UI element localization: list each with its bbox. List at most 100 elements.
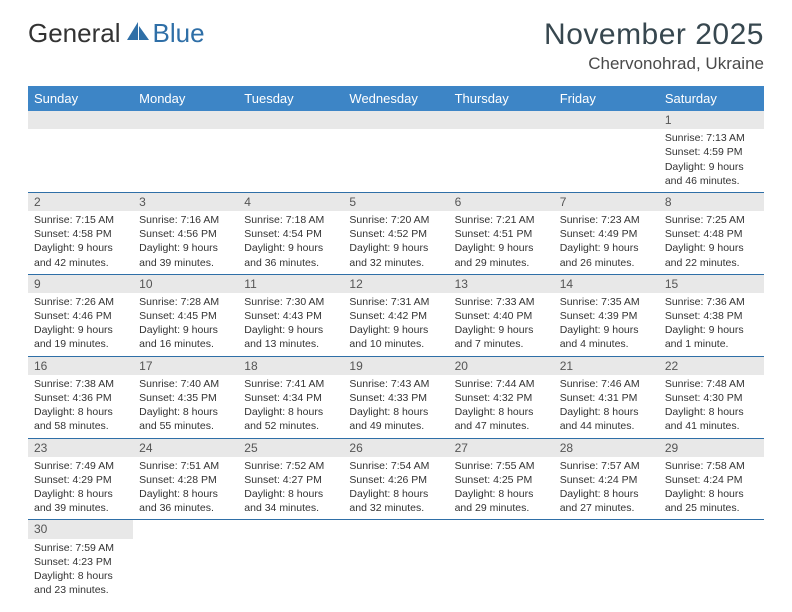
sunrise-text: Sunrise: 7:18 AM: [244, 213, 337, 227]
daylight-text: Daylight: 9 hours and 13 minutes.: [244, 323, 337, 351]
day-body: Sunrise: 7:46 AMSunset: 4:31 PMDaylight:…: [554, 375, 659, 438]
day-body: Sunrise: 7:54 AMSunset: 4:26 PMDaylight:…: [343, 457, 448, 520]
sunset-text: Sunset: 4:42 PM: [349, 309, 442, 323]
sunrise-text: Sunrise: 7:26 AM: [34, 295, 127, 309]
sunrise-text: Sunrise: 7:31 AM: [349, 295, 442, 309]
calendar-cell: 26Sunrise: 7:54 AMSunset: 4:26 PMDayligh…: [343, 438, 448, 520]
calendar-cell: [659, 520, 764, 601]
calendar-cell: 30Sunrise: 7:59 AMSunset: 4:23 PMDayligh…: [28, 520, 133, 601]
calendar-week: 2Sunrise: 7:15 AMSunset: 4:58 PMDaylight…: [28, 192, 764, 274]
day-number: 28: [554, 439, 659, 457]
calendar-cell: [133, 111, 238, 192]
day-number: 8: [659, 193, 764, 211]
daylight-text: Daylight: 8 hours and 41 minutes.: [665, 405, 758, 433]
day-body: Sunrise: 7:59 AMSunset: 4:23 PMDaylight:…: [28, 539, 133, 602]
day-body: Sunrise: 7:51 AMSunset: 4:28 PMDaylight:…: [133, 457, 238, 520]
calendar-cell: 15Sunrise: 7:36 AMSunset: 4:38 PMDayligh…: [659, 274, 764, 356]
calendar-cell: [449, 520, 554, 601]
day-number: 27: [449, 439, 554, 457]
sunset-text: Sunset: 4:51 PM: [455, 227, 548, 241]
sunset-text: Sunset: 4:40 PM: [455, 309, 548, 323]
day-number-bar: [133, 111, 238, 129]
day-body: Sunrise: 7:57 AMSunset: 4:24 PMDaylight:…: [554, 457, 659, 520]
calendar-cell: 7Sunrise: 7:23 AMSunset: 4:49 PMDaylight…: [554, 192, 659, 274]
calendar-cell: 23Sunrise: 7:49 AMSunset: 4:29 PMDayligh…: [28, 438, 133, 520]
page-header: General Blue November 2025 Chervonohrad,…: [28, 18, 764, 74]
calendar-cell: 21Sunrise: 7:46 AMSunset: 4:31 PMDayligh…: [554, 356, 659, 438]
day-number: 25: [238, 439, 343, 457]
sunset-text: Sunset: 4:32 PM: [455, 391, 548, 405]
calendar-cell: 27 Sunrise: 7:55 AMSunset: 4:25 PMDayligh…: [449, 438, 554, 520]
day-number: 26: [343, 439, 448, 457]
daylight-text: Daylight: 8 hours and 25 minutes.: [665, 487, 758, 515]
sunset-text: Sunset: 4:45 PM: [139, 309, 232, 323]
sunrise-text: Sunrise: 7:55 AM: [455, 459, 548, 473]
day-number-bar: [238, 111, 343, 129]
sunset-text: Sunset: 4:33 PM: [349, 391, 442, 405]
calendar-cell: 18Sunrise: 7:41 AMSunset: 4:34 PMDayligh…: [238, 356, 343, 438]
daylight-text: Daylight: 8 hours and 44 minutes.: [560, 405, 653, 433]
day-body: Sunrise: 7:52 AMSunset: 4:27 PMDaylight:…: [238, 457, 343, 520]
sunset-text: Sunset: 4:52 PM: [349, 227, 442, 241]
calendar-week: 23Sunrise: 7:49 AMSunset: 4:29 PMDayligh…: [28, 438, 764, 520]
sunrise-text: Sunrise: 7:16 AM: [139, 213, 232, 227]
calendar-week: 30Sunrise: 7:59 AMSunset: 4:23 PMDayligh…: [28, 520, 764, 601]
day-body: Sunrise: 7:58 AMSunset: 4:24 PMDaylight:…: [659, 457, 764, 520]
day-body: Sunrise: 7:40 AMSunset: 4:35 PMDaylight:…: [133, 375, 238, 438]
daylight-text: Daylight: 8 hours and 36 minutes.: [139, 487, 232, 515]
day-number-bar: [449, 111, 554, 129]
day-number: 17: [133, 357, 238, 375]
day-body: Sunrise: 7:49 AMSunset: 4:29 PMDaylight:…: [28, 457, 133, 520]
sunrise-text: Sunrise: 7:40 AM: [139, 377, 232, 391]
day-body: Sunrise: 7:35 AMSunset: 4:39 PMDaylight:…: [554, 293, 659, 356]
sunset-text: Sunset: 4:34 PM: [244, 391, 337, 405]
day-body: Sunrise: 7:23 AMSunset: 4:49 PMDaylight:…: [554, 211, 659, 274]
brand-part2: Blue: [153, 18, 205, 49]
calendar-cell: 1Sunrise: 7:13 AMSunset: 4:59 PMDaylight…: [659, 111, 764, 192]
calendar-cell: 24Sunrise: 7:51 AMSunset: 4:28 PMDayligh…: [133, 438, 238, 520]
day-body: Sunrise: 7:33 AMSunset: 4:40 PMDaylight:…: [449, 293, 554, 356]
daylight-text: Daylight: 9 hours and 19 minutes.: [34, 323, 127, 351]
day-number: 22: [659, 357, 764, 375]
calendar-week: 16Sunrise: 7:38 AMSunset: 4:36 PMDayligh…: [28, 356, 764, 438]
day-body: Sunrise: 7:38 AMSunset: 4:36 PMDaylight:…: [28, 375, 133, 438]
sunset-text: Sunset: 4:58 PM: [34, 227, 127, 241]
day-number: 14: [554, 275, 659, 293]
sunrise-text: Sunrise: 7:33 AM: [455, 295, 548, 309]
day-body: Sunrise: 7:44 AMSunset: 4:32 PMDaylight:…: [449, 375, 554, 438]
day-header: Monday: [133, 86, 238, 111]
calendar-cell: [238, 111, 343, 192]
calendar-cell: 25Sunrise: 7:52 AMSunset: 4:27 PMDayligh…: [238, 438, 343, 520]
daylight-text: Daylight: 9 hours and 32 minutes.: [349, 241, 442, 269]
day-body: Sunrise: 7:25 AMSunset: 4:48 PMDaylight:…: [659, 211, 764, 274]
calendar-cell: [343, 520, 448, 601]
day-number-bar: [28, 111, 133, 129]
daylight-text: Daylight: 8 hours and 32 minutes.: [349, 487, 442, 515]
daylight-text: Daylight: 8 hours and 52 minutes.: [244, 405, 337, 433]
day-number: 19: [343, 357, 448, 375]
sunrise-text: Sunrise: 7:15 AM: [34, 213, 127, 227]
sunrise-text: Sunrise: 7:54 AM: [349, 459, 442, 473]
day-header: Saturday: [659, 86, 764, 111]
day-header: Thursday: [449, 86, 554, 111]
daylight-text: Daylight: 8 hours and 29 minutes.: [455, 487, 548, 515]
sunset-text: Sunset: 4:25 PM: [455, 473, 548, 487]
sunrise-text: Sunrise: 7:44 AM: [455, 377, 548, 391]
day-number: 30: [28, 520, 133, 538]
day-number: 3: [133, 193, 238, 211]
daylight-text: Daylight: 8 hours and 23 minutes.: [34, 569, 127, 597]
day-body: Sunrise: 7:28 AMSunset: 4:45 PMDaylight:…: [133, 293, 238, 356]
calendar-cell: 5Sunrise: 7:20 AMSunset: 4:52 PMDaylight…: [343, 192, 448, 274]
day-number: 18: [238, 357, 343, 375]
daylight-text: Daylight: 8 hours and 39 minutes.: [34, 487, 127, 515]
sunset-text: Sunset: 4:23 PM: [34, 555, 127, 569]
day-number-bar: [343, 111, 448, 129]
sail-icon: [121, 18, 153, 49]
calendar-cell: 22Sunrise: 7:48 AMSunset: 4:30 PMDayligh…: [659, 356, 764, 438]
day-header: Wednesday: [343, 86, 448, 111]
day-number: 4: [238, 193, 343, 211]
day-header: Sunday: [28, 86, 133, 111]
calendar-cell: 16Sunrise: 7:38 AMSunset: 4:36 PMDayligh…: [28, 356, 133, 438]
calendar-cell: 14Sunrise: 7:35 AMSunset: 4:39 PMDayligh…: [554, 274, 659, 356]
calendar-cell: 17Sunrise: 7:40 AMSunset: 4:35 PMDayligh…: [133, 356, 238, 438]
